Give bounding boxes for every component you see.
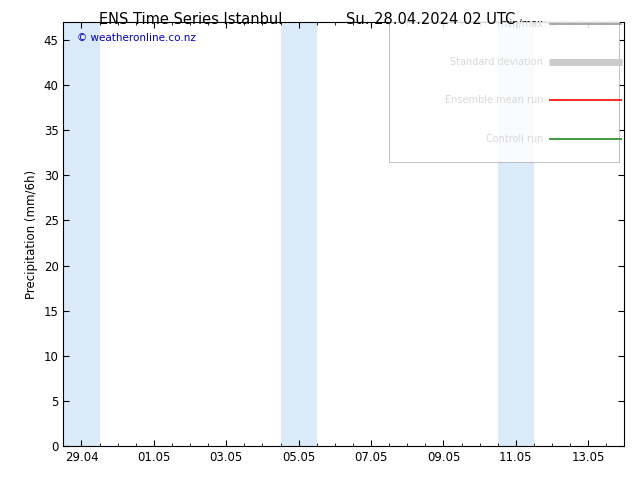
Bar (281, 22, 317, 446)
Bar (498, 22, 534, 446)
Text: ENS Time Series Istanbul: ENS Time Series Istanbul (98, 12, 282, 27)
Text: Ensemble mean run: Ensemble mean run (444, 96, 543, 105)
Bar (63, 22, 100, 446)
Text: Su. 28.04.2024 02 UTC: Su. 28.04.2024 02 UTC (347, 12, 515, 27)
Y-axis label: Precipitation (mm/6h): Precipitation (mm/6h) (25, 170, 38, 298)
Text: Standard deviation: Standard deviation (450, 57, 543, 67)
Text: min/max: min/max (500, 19, 543, 29)
FancyBboxPatch shape (389, 9, 619, 162)
Text: Controll run: Controll run (486, 134, 543, 144)
Text: © weatheronline.co.nz: © weatheronline.co.nz (77, 33, 197, 43)
